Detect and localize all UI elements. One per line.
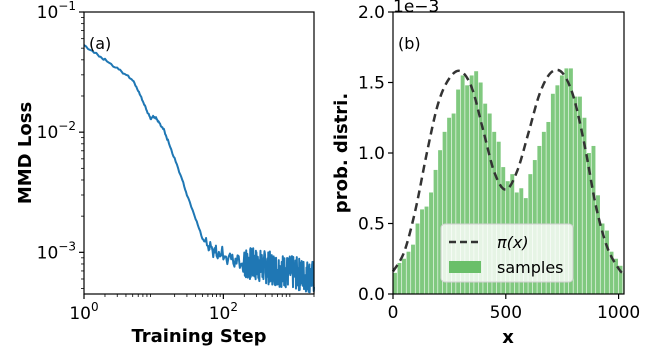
panel-a-y-ticks: 10−3 10−2 10−1 bbox=[37, 0, 84, 289]
pdf-dashed-line bbox=[391, 68, 625, 276]
histogram-bar bbox=[429, 192, 433, 294]
histogram-bar bbox=[564, 68, 569, 295]
x-tick-label: 1000 bbox=[597, 303, 640, 323]
histogram-bar bbox=[492, 131, 497, 294]
panel-a-label: (a) bbox=[89, 34, 111, 53]
histogram-bar bbox=[609, 251, 614, 294]
panel-a-x-axis-label: Training Step bbox=[131, 326, 266, 347]
panel-a-y-axis-label: MMD Loss bbox=[15, 102, 36, 204]
panel-b-x-ticks: 0 500 1000 bbox=[388, 294, 640, 323]
histogram-bar bbox=[591, 145, 596, 294]
panel-b-y-ticks: 0.0 0.5 1.0 1.5 2.0 bbox=[358, 3, 393, 305]
histogram-bar bbox=[568, 68, 573, 295]
y-tick-label: 0.0 bbox=[358, 285, 385, 305]
histogram-bar bbox=[442, 131, 447, 294]
y-tick-label: 1.5 bbox=[358, 74, 385, 94]
x-tick-label: 100 bbox=[69, 300, 98, 324]
panel-a-plot-area bbox=[83, 44, 315, 294]
histogram-bar bbox=[456, 89, 461, 294]
legend-bar-swatch bbox=[449, 261, 481, 273]
y-tick-label: 10−2 bbox=[37, 119, 76, 143]
y-tick-label: 10−1 bbox=[37, 0, 76, 23]
histogram-bar bbox=[415, 223, 420, 294]
loss-curve-line bbox=[83, 44, 315, 294]
histogram-bar bbox=[469, 75, 474, 294]
histogram-bar bbox=[577, 96, 582, 294]
histogram-bar bbox=[614, 258, 618, 294]
panel-b-y-axis-label: prob. distri. bbox=[331, 93, 352, 213]
histogram-bar bbox=[478, 82, 483, 294]
histogram-bar bbox=[402, 258, 406, 294]
panel-b-y-offset-text: 1e−3 bbox=[393, 0, 439, 17]
histogram-bar bbox=[438, 150, 443, 294]
histogram-bar bbox=[573, 96, 578, 294]
histogram-bar bbox=[605, 230, 609, 294]
histogram-bar bbox=[587, 153, 591, 294]
legend-entry-samples: samples bbox=[497, 258, 564, 277]
histogram-bar bbox=[487, 113, 492, 295]
histogram-bar bbox=[460, 75, 465, 294]
histogram-bar bbox=[600, 223, 605, 294]
histogram-bar bbox=[546, 121, 551, 294]
histogram-bar bbox=[496, 141, 501, 294]
histogram-bar bbox=[420, 209, 424, 294]
histogram-bar bbox=[451, 113, 456, 295]
panel-a-frame bbox=[83, 11, 315, 295]
panel-b-distribution-chart: (b) 1e−3 0 500 1000 0.0 0.5 1.0 1.5 2.0 x prob… bbox=[331, 0, 640, 348]
panel-a-x-ticks: 100 102 bbox=[69, 294, 315, 324]
histogram-bar bbox=[474, 71, 479, 294]
panel-b-label: (b) bbox=[398, 34, 421, 53]
histogram-bar bbox=[596, 195, 600, 294]
histogram-bar bbox=[447, 117, 452, 294]
histogram-bar bbox=[618, 265, 623, 294]
histogram-bar bbox=[393, 272, 397, 294]
x-tick-label: 0 bbox=[388, 303, 399, 323]
x-tick-label: 500 bbox=[490, 303, 522, 323]
histogram-bar bbox=[411, 244, 415, 294]
histogram-bar bbox=[433, 169, 438, 294]
legend-entry-pdf: π(x) bbox=[497, 233, 529, 252]
histogram-bar bbox=[537, 145, 542, 294]
histogram-bar bbox=[559, 75, 564, 294]
panel-b-legend: π(x) samples bbox=[440, 223, 574, 283]
histogram-bar bbox=[483, 103, 488, 295]
y-tick-label: 10−3 bbox=[37, 239, 76, 263]
x-tick-label: 102 bbox=[209, 300, 238, 324]
panel-a-loss-chart: (a) 100 102 10−3 10−2 10−1 Training Step MM… bbox=[15, 0, 315, 347]
histogram-bar bbox=[424, 206, 429, 294]
histogram-bar bbox=[465, 85, 470, 294]
y-tick-label: 0.5 bbox=[358, 215, 385, 235]
histogram-bar bbox=[397, 262, 402, 294]
panel-b-x-axis-label: x bbox=[502, 327, 514, 348]
histogram-bar bbox=[555, 85, 560, 294]
histogram-bar bbox=[582, 117, 587, 294]
histogram-bar bbox=[541, 131, 546, 294]
histogram-bar bbox=[406, 251, 411, 294]
y-tick-label: 1.0 bbox=[358, 144, 385, 164]
histogram-bar bbox=[550, 93, 555, 294]
y-tick-label: 2.0 bbox=[358, 3, 385, 23]
